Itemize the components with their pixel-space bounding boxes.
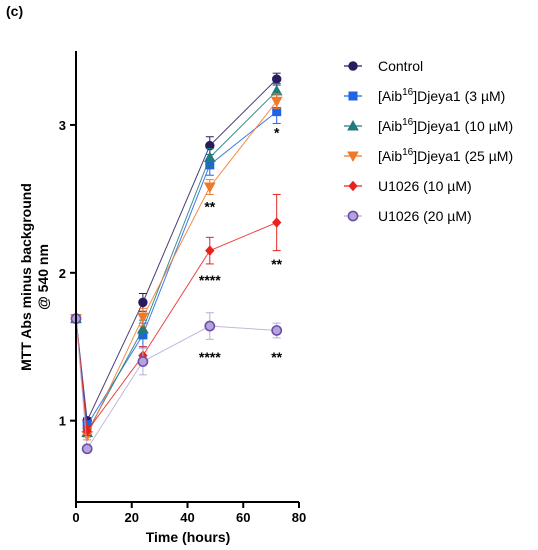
data-point <box>204 320 216 332</box>
x-tick-label: 0 <box>72 510 79 525</box>
x-tick-label: 40 <box>180 510 194 525</box>
data-point <box>272 217 282 228</box>
legend-label: Control <box>378 58 423 74</box>
x-tick-label: 60 <box>236 510 250 525</box>
legend-item-5: U1026 (10 µM) <box>344 178 472 194</box>
data-point <box>137 322 149 334</box>
legend-label: [Aib16]Djeya1 (10 µM) <box>378 117 513 134</box>
legend-marker <box>348 61 358 71</box>
series-2 <box>71 99 282 431</box>
data-point <box>271 325 283 336</box>
legend-label: [Aib16]Djeya1 (25 µM) <box>378 147 513 164</box>
legend-label: U1026 (20 µM) <box>378 208 472 224</box>
axes: 0 20 40 60 80 1 2 3 <box>59 51 306 525</box>
legend-marker <box>347 210 359 222</box>
plot-area: ************* ** <box>70 72 283 455</box>
data-point <box>137 356 149 367</box>
legend-item-6: U1026 (20 µM) <box>344 208 472 224</box>
legend-label: U1026 (10 µM) <box>378 178 472 194</box>
data-point <box>81 443 93 455</box>
series-line <box>75 111 278 427</box>
legend-item-4: [Aib16]Djeya1 (25 µM) <box>344 147 513 164</box>
legend-label: [Aib16]Djeya1 (3 µM) <box>378 87 505 104</box>
significance-label: * <box>274 124 280 140</box>
legend: Control [Aib16]Djeya1 (3 µM) [Aib16]Djeya1… <box>344 58 513 224</box>
significance-label: **** <box>199 349 221 365</box>
significance-label: ** <box>204 198 215 214</box>
legend-marker <box>348 91 358 101</box>
significance-label: ** <box>271 256 282 272</box>
y-tick-label: 1 <box>59 414 66 429</box>
series-line <box>75 100 278 438</box>
y-axis-title-line-1: MTT Abs minus background <box>18 183 34 371</box>
legend-marker <box>348 180 358 192</box>
x-axis-title: Time (hours) <box>146 529 231 545</box>
significance-label: **** <box>199 272 221 288</box>
y-axis-title-line-2: @ 540 nm <box>35 244 51 310</box>
data-point <box>203 182 216 194</box>
data-point <box>138 297 148 308</box>
legend-item-2: [Aib16]Djeya1 (3 µM) <box>344 87 505 104</box>
y-axis-title: MTT Abs minus background @ 540 nm <box>18 183 51 371</box>
legend-marker <box>347 119 359 131</box>
series-line <box>75 318 277 451</box>
y-tick-label: 2 <box>59 266 66 281</box>
y-tick-label: 3 <box>59 118 66 133</box>
series-6 <box>70 312 283 455</box>
data-point <box>137 312 149 324</box>
panel-label: (c) <box>6 3 23 19</box>
series-3 <box>70 83 283 438</box>
legend-marker <box>347 151 359 163</box>
significance-label: ** <box>271 349 282 365</box>
x-tick-label: 80 <box>292 510 306 525</box>
series-line <box>75 222 277 433</box>
legend-item-3: [Aib16]Djeya1 (10 µM) <box>344 117 513 134</box>
data-point <box>272 74 282 84</box>
legend-item-1: Control <box>344 58 423 74</box>
data-point <box>270 96 283 108</box>
data-point <box>203 151 216 162</box>
data-point <box>205 245 215 256</box>
x-tick-label: 20 <box>125 510 139 525</box>
